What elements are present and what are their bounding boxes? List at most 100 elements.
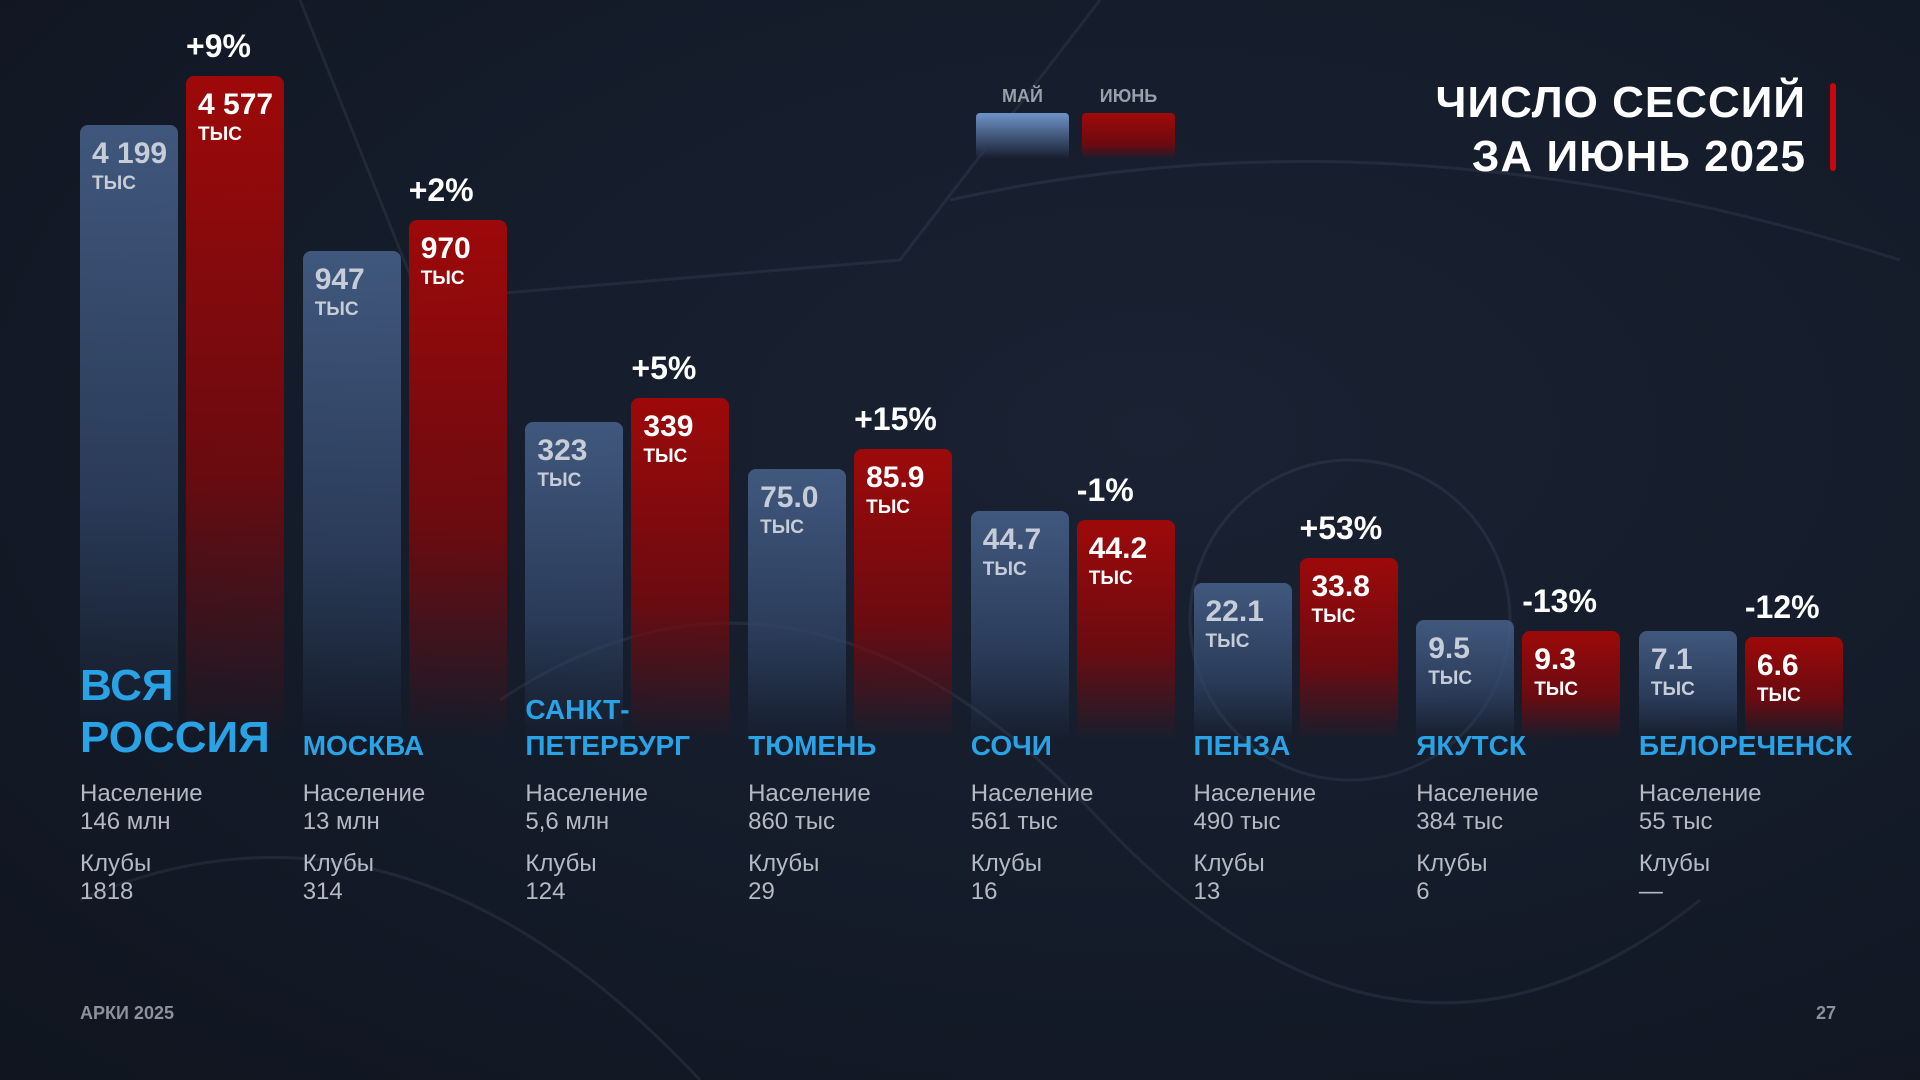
bar-value-may: 75.0 [760,481,819,514]
bar-june: 44.2 ТЫС [1076,520,1175,740]
population-label: Население [748,780,871,807]
page-number: 27 [1815,1003,1836,1023]
population-label: Население [1638,780,1762,807]
bar-unit-may: ТЫС [982,559,1027,580]
city-name: ВСЯ РОССИЯ [80,661,270,762]
bar-unit-june: ТЫС [1088,568,1133,589]
change-percent: -12% [1744,589,1820,625]
legend-item-may: МАЙ [976,86,1069,159]
bar-may: 7.1 ТЫС [1638,631,1737,740]
clubs-label: Клубы [525,850,597,877]
bar-value-may: 323 [537,434,588,467]
clubs-value: — [1638,878,1663,905]
change-percent: +2% [408,172,474,208]
bar-unit-may: ТЫС [314,299,359,320]
bar-unit-may: ТЫС [537,470,582,491]
change-percent: +53% [1299,510,1383,546]
city-name: ЯКУТСК [1416,730,1526,761]
category-group: 323 ТЫС 339 ТЫС +5% САНКТ- ПЕТЕРБУРГ Население 5… [525,0,735,1080]
bar-june: 6.6 ТЫС [1744,637,1843,740]
legend-swatch-june [1082,113,1175,159]
bar-value-june: 339 [643,410,694,443]
change-percent: +9% [186,28,251,64]
title-line-1: ЧИСЛО СЕССИЙ [1435,78,1806,127]
bar-value-june: 44.2 [1088,532,1148,565]
clubs-label: Клубы [80,850,152,877]
population-label: Население [1416,780,1539,807]
clubs-value: 16 [970,878,998,905]
clubs-value: 29 [748,878,775,905]
category-group: 4 199 ТЫС 4 577 ТЫС +9% ВСЯ РОССИЯ Население 146… [80,0,290,1080]
bar-unit-june: ТЫС [198,124,242,145]
bar-value-may: 22.1 [1205,595,1264,628]
bar-value-may: 4 199 [92,137,168,170]
footer-brand: АРКИ 2025 [80,1003,174,1023]
population-value: 561 тыс [970,808,1058,835]
bar-unit-june: ТЫС [1311,606,1356,627]
bar-may: 4 199 ТЫС [80,125,178,740]
bar-value-may: 7.1 [1650,643,1693,676]
clubs-value: 6 [1416,878,1430,905]
bar-june: 970 ТЫС [408,220,507,740]
city-name: САНКТ- ПЕТЕРБУРГ [525,694,691,761]
clubs-value: 314 [302,878,343,905]
bar-unit-june: ТЫС [1756,685,1801,706]
bar-unit-june: ТЫС [1534,679,1579,700]
bar-may: 323 ТЫС [525,422,624,740]
population-label: Население [302,780,426,807]
title-accent-bar [1830,83,1836,171]
bar-may: 75.0 ТЫС [748,469,847,740]
clubs-value: 1818 [80,878,134,905]
bar-june: 85.9 ТЫС [854,449,953,740]
population-value: 490 тыс [1193,808,1281,835]
population-label: Население [80,780,203,807]
city-name: ТЮМЕНЬ [748,730,877,761]
clubs-label: Клубы [748,850,820,877]
category-group: 947 ТЫС 970 ТЫС +2% МОСКВА Население 13 млн Клуб… [302,0,513,1080]
clubs-label: Клубы [970,850,1043,877]
population-value: 55 тыс [1638,808,1713,835]
population-label: Население [525,780,648,807]
clubs-label: Клубы [1193,850,1265,877]
bar-value-june: 9.3 [1534,643,1576,676]
population-value: 860 тыс [748,808,836,835]
bar-may: 9.5 ТЫС [1416,620,1515,740]
legend-label-june: ИЮНЬ [1099,86,1158,106]
change-percent: -13% [1522,583,1597,619]
bar-value-june: 970 [420,232,471,265]
clubs-label: Клубы [1416,850,1488,877]
city-name: ПЕНЗА [1193,730,1291,761]
change-percent: +5% [631,350,697,386]
bar-unit-may: ТЫС [92,173,136,194]
change-percent: +15% [854,401,937,437]
clubs-value: 13 [1193,878,1221,905]
bar-value-may: 44.7 [982,523,1042,556]
category-group: 22.1 ТЫС 33.8 ТЫС +53% ПЕНЗА Население 490 тыс К… [1193,0,1404,1080]
population-label: Население [1193,780,1317,807]
bar-value-june: 85.9 [866,461,925,494]
bar-unit-june: ТЫС [643,446,688,467]
bar-value-june: 4 577 [198,88,274,121]
bar-unit-may: ТЫС [1650,679,1695,700]
legend: МАЙ ИЮНЬ [976,86,1175,159]
category-group: 7.1 ТЫС 6.6 ТЫС -12% БЕЛОРЕЧЕНСК Население 55 т… [1638,0,1853,1080]
bar-value-june: 6.6 [1756,649,1799,682]
clubs-value: 124 [525,878,566,905]
bar-june: 33.8 ТЫС [1299,558,1398,740]
bar-may: 44.7 ТЫС [970,511,1069,740]
population-value: 384 тыс [1416,808,1504,835]
population-value: 146 млн [80,808,171,835]
bar-unit-june: ТЫС [866,497,911,518]
title-line-2: ЗА ИЮНЬ 2025 [1471,132,1806,181]
city-name: СОЧИ [970,730,1052,761]
city-name: БЕЛОРЕЧЕНСК [1638,730,1853,761]
bar-june: 339 ТЫС [631,398,730,740]
change-percent: -1% [1076,472,1134,508]
category-group: 9.5 ТЫС 9.3 ТЫС -13% ЯКУТСК Население 384 тыс Кл… [1416,0,1626,1080]
bar-june: 9.3 ТЫС [1522,631,1621,740]
category-group: 44.7 ТЫС 44.2 ТЫС -1% СОЧИ Население 561 тыс Клу… [970,0,1181,1080]
clubs-label: Клубы [302,850,374,877]
population-value: 5,6 млн [525,808,610,835]
legend-swatch-may [976,113,1069,159]
bar-may: 22.1 ТЫС [1193,583,1292,740]
